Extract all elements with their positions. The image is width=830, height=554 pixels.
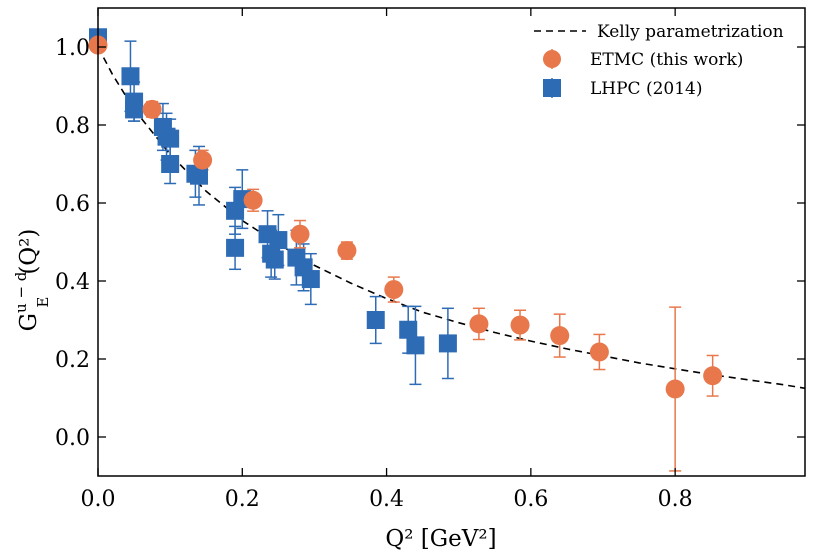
marker-layer [88,28,723,399]
lhpc-point [406,336,425,355]
y-tick-label: 0.0 [55,426,90,451]
etmc-point [193,150,213,170]
legend-kelly-label: Kelly parametrization [597,22,784,42]
x-tick-label: 0.2 [225,487,260,512]
y-tick-label: 1.0 [55,36,90,61]
etmc-point [550,326,570,346]
y-tick-label: 0.4 [55,270,90,295]
etmc-point [703,366,723,386]
legend-lhpc-label: LHPC (2014) [590,79,703,99]
plot-frame [97,7,806,477]
y-label-tail: (Q²) [16,229,42,275]
x-tick-label: 0.4 [369,487,404,512]
lhpc-point [269,231,288,250]
kelly-curve [97,46,806,390]
lhpc-point [161,129,180,148]
legend: Kelly parametrization ETMC (this work) L… [534,22,784,99]
lhpc-point [438,334,457,353]
tick-layer: 0.0 0.2 0.4 0.6 0.8 0.0 0.2 0.4 0.6 0.8 1.0 [55,8,805,512]
etmc-point [142,99,162,119]
y-tick-label: 0.2 [55,348,90,373]
lhpc-point [301,270,320,289]
x-axis-label: Q² [GeV²] [385,526,496,552]
etmc-point [337,241,357,261]
y-label-sup: u − d [12,271,30,313]
y-label-sub: E [34,297,52,308]
lhpc-point [366,311,385,329]
legend-lhpc-marker [543,79,561,97]
y-axis-label: Gu − d E (Q²) [12,229,52,332]
lhpc-point [226,238,245,257]
lhpc-point [265,250,284,269]
x-tick-label: 0.0 [81,487,116,512]
etmc-point [290,224,310,244]
y-label-main: G [16,313,42,331]
y-tick-label: 0.8 [55,114,90,139]
x-tick-label: 0.8 [658,487,693,512]
etmc-point [243,190,263,210]
y-tick-label: 0.6 [55,192,90,217]
etmc-point [469,314,489,334]
etmc-point [665,379,685,399]
lhpc-point [399,320,418,339]
etmc-point [589,342,609,362]
etmc-point [384,280,404,300]
etmc-point [510,315,530,335]
lhpc-point [125,100,144,119]
x-tick-label: 0.6 [513,487,548,512]
curve-layer [97,46,806,390]
lhpc-point [161,155,180,173]
legend-etmc-label: ETMC (this work) [590,50,743,70]
legend-etmc-marker [543,50,561,68]
lhpc-point [121,67,140,86]
lhpc-point [190,166,208,185]
